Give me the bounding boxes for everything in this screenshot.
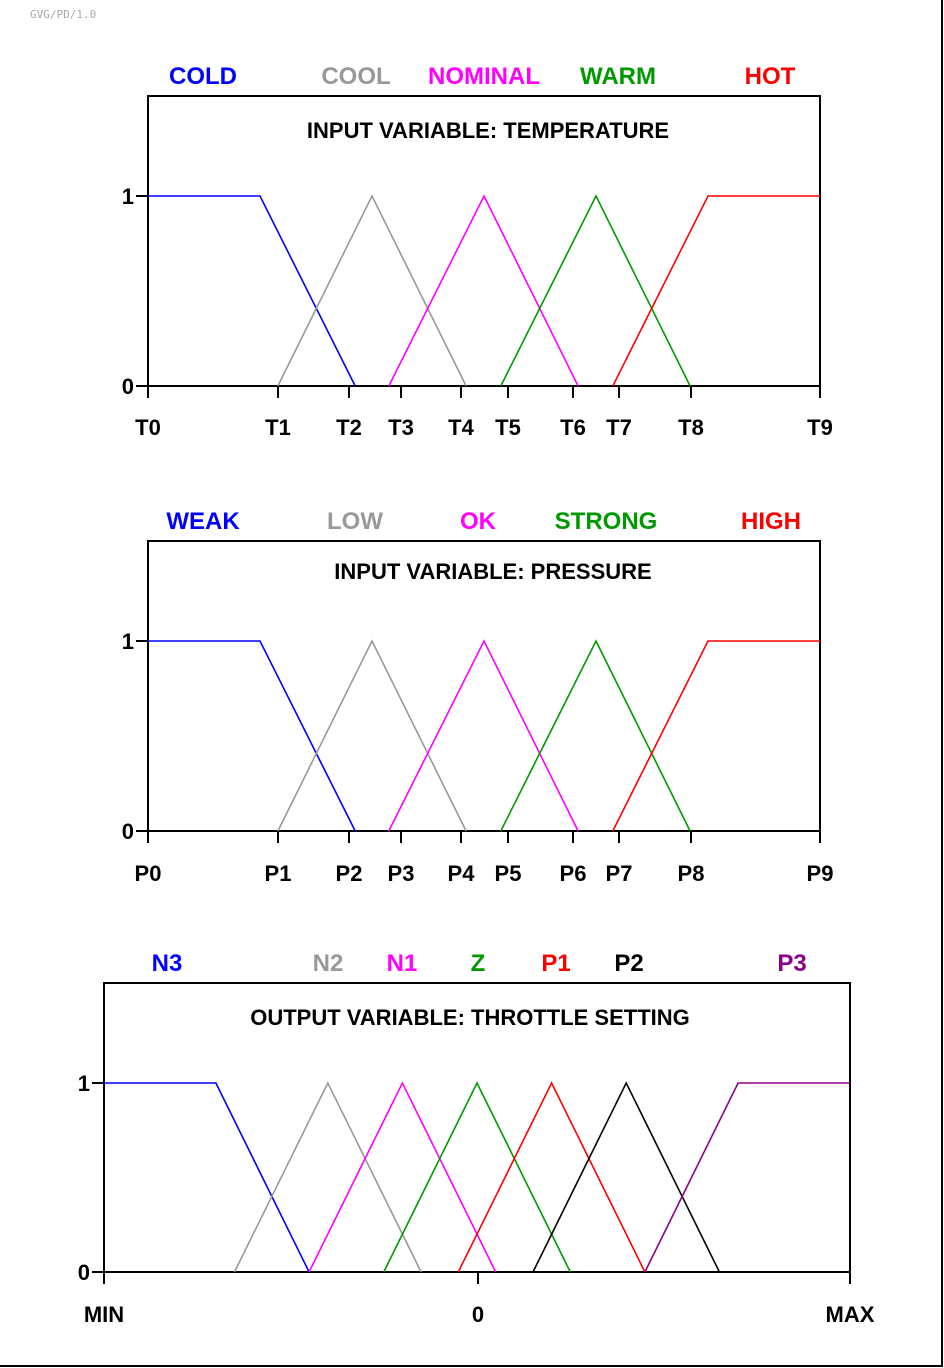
- y-tick-label: 1: [78, 1071, 90, 1096]
- x-tick-label: T9: [807, 415, 833, 440]
- x-tick-label: P8: [678, 861, 705, 886]
- series-line-p3: [644, 1082, 850, 1273]
- x-tick-label: P2: [336, 861, 363, 886]
- chart-title: INPUT VARIABLE: TEMPERATURE: [307, 118, 669, 143]
- x-tick-label: T3: [388, 415, 414, 440]
- plot-area: [147, 540, 821, 832]
- x-tick-label: T2: [336, 415, 362, 440]
- y-tick-label: 0: [78, 1260, 90, 1285]
- series-line-strong: [500, 639, 691, 832]
- series-line-cool: [277, 194, 467, 387]
- chart-1: 0 1 T0 T1 T2 T3 T4 T5 T6 T7 T8 T9 INPUT VARIABLE: TE…: [122, 63, 833, 440]
- x-tick-label: P1: [265, 861, 292, 886]
- y-tick-label: 0: [122, 374, 134, 399]
- legend-label-z: Z: [471, 950, 486, 977]
- series-line-p1: [457, 1081, 646, 1273]
- x-tick-label: P5: [495, 861, 522, 886]
- x-tick-label: P6: [560, 861, 587, 886]
- x-tick-label: T5: [495, 415, 521, 440]
- x-tick-label: 0: [472, 1302, 484, 1327]
- chart-3: 0 1 MIN 0 MAX OUTPUT VARIABLE: THROTTLE SETTI…: [78, 950, 875, 1327]
- series-line-n3: [104, 1082, 310, 1273]
- y-tick-label: 0: [122, 819, 134, 844]
- x-tick-label: P3: [388, 861, 415, 886]
- series-line-n1: [308, 1081, 497, 1273]
- legend-label-p2: P2: [614, 950, 643, 977]
- legend-label-weak: WEAK: [166, 508, 240, 535]
- chart-title: OUTPUT VARIABLE: THROTTLE SETTING: [250, 1005, 690, 1030]
- legend-label-nominal: NOMINAL: [428, 63, 540, 90]
- x-tick-label: MAX: [826, 1302, 875, 1327]
- x-tick-label: P7: [606, 861, 633, 886]
- x-tick-label: T7: [606, 415, 632, 440]
- x-tick-label: P9: [807, 861, 834, 886]
- chart-2: 0 1 P0 P1 P2 P3 P4 P5 P6 P7 P8 P9 INPUT VARIABLE: PR…: [122, 508, 834, 886]
- y-tick-label: 1: [122, 629, 134, 654]
- legend-label-p1: P1: [541, 950, 570, 977]
- legend-label-n2: N2: [313, 950, 344, 977]
- series-line-n2: [233, 1081, 422, 1273]
- legend-label-strong: STRONG: [555, 508, 658, 535]
- series-line-p2: [532, 1081, 721, 1273]
- legend-label-ok: OK: [460, 508, 497, 535]
- legend-label-hot: HOT: [745, 63, 796, 90]
- series-line-high: [612, 640, 820, 832]
- legend-label-high: HIGH: [741, 508, 801, 535]
- x-tick-label: MIN: [84, 1302, 124, 1327]
- series-line-cold: [148, 195, 356, 387]
- legend-label-cold: COLD: [169, 63, 237, 90]
- series-line-z: [383, 1081, 572, 1273]
- legend-label-n3: N3: [152, 950, 183, 977]
- series-line-ok: [388, 639, 579, 832]
- legend-label-cool: COOL: [321, 63, 390, 90]
- x-tick-label: T8: [678, 415, 704, 440]
- series-line-low: [277, 639, 467, 832]
- legend-label-p3: P3: [777, 950, 806, 977]
- series-line-warm: [500, 194, 691, 387]
- x-tick-label: P4: [448, 861, 476, 886]
- x-tick-label: T0: [135, 415, 161, 440]
- series-line-nominal: [388, 194, 579, 387]
- series-line-hot: [612, 195, 820, 387]
- x-tick-label: T1: [265, 415, 291, 440]
- series-line-weak: [148, 640, 356, 832]
- x-tick-label: T6: [560, 415, 586, 440]
- version-stamp: GVG/PD/1.0: [30, 8, 97, 21]
- chart-title: INPUT VARIABLE: PRESSURE: [334, 559, 651, 584]
- plot-area: [147, 95, 821, 387]
- y-tick-label: 1: [122, 184, 134, 209]
- x-tick-label: T4: [448, 415, 474, 440]
- x-tick-label: P0: [135, 861, 162, 886]
- legend-label-low: LOW: [327, 508, 383, 535]
- legend-label-warm: WARM: [580, 63, 656, 90]
- legend-label-n1: N1: [387, 950, 418, 977]
